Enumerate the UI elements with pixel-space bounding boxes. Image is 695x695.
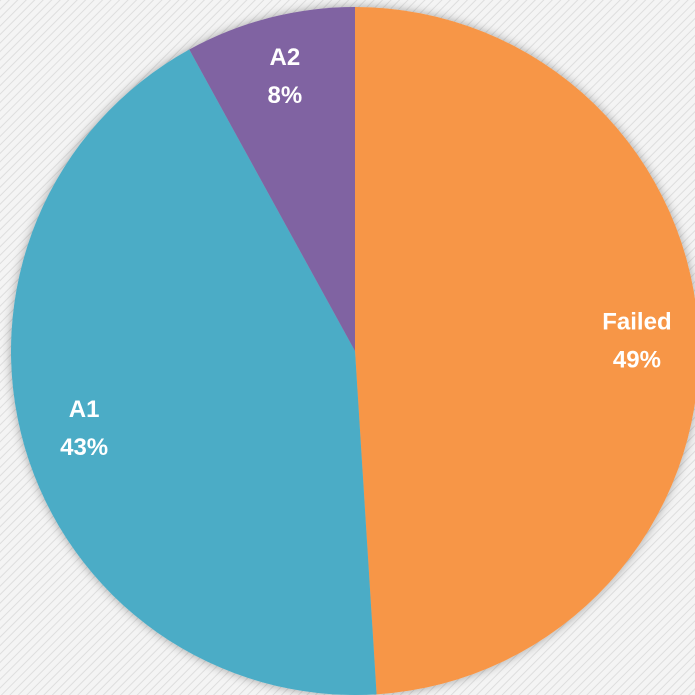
labels: Failed 49% A1 43% A2 8%: [60, 44, 672, 461]
pie-slice: [11, 49, 377, 695]
slice-value-label: 8%: [268, 82, 303, 109]
slice-category-label: A1: [69, 396, 100, 423]
slice-category-label: Failed: [602, 308, 671, 335]
slice-value-label: 49%: [613, 346, 661, 373]
slice-value-label: 43%: [60, 434, 108, 461]
pie: [11, 6, 695, 695]
pie-slice: [355, 7, 695, 695]
pie-slice: [189, 6, 355, 351]
slice-category-label: A2: [270, 44, 301, 71]
